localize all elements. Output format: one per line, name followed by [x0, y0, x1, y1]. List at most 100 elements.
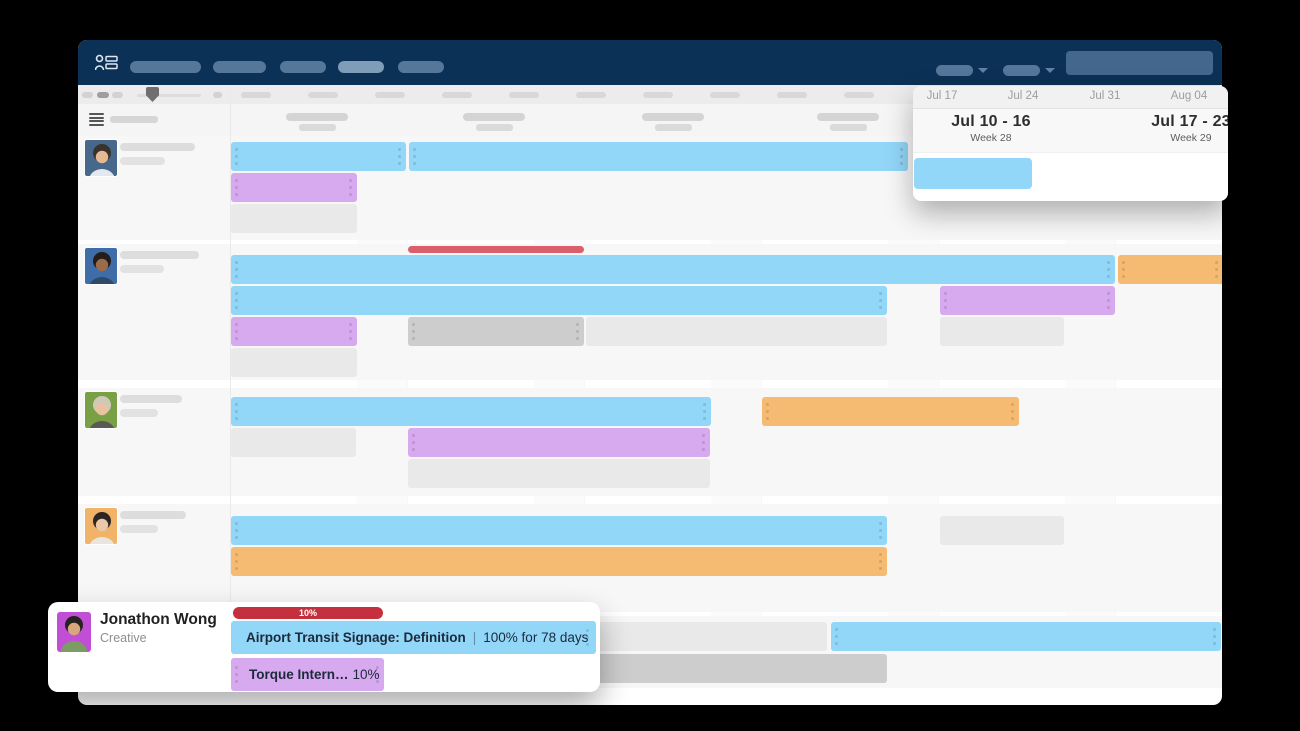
booking-bar[interactable] [940, 516, 1064, 545]
booking-bar[interactable] [408, 317, 584, 346]
booking-bar[interactable] [409, 142, 908, 171]
week-sublabel-placeholder [830, 124, 867, 131]
booking-bar[interactable] [914, 158, 1032, 189]
booking-bar[interactable] [940, 286, 1115, 315]
booking-bar[interactable] [1118, 255, 1222, 284]
drag-handle-icon[interactable] [703, 403, 707, 420]
week-number-label: Week 28 [970, 132, 1012, 144]
drag-handle-icon[interactable] [1215, 261, 1219, 278]
week-sublabel-placeholder [655, 124, 692, 131]
drag-handle-icon[interactable] [349, 179, 353, 196]
week-number-label: Week 29 [1170, 132, 1212, 144]
timeline-zoom-popup: Jul 17 Jul 24 Jul 31 Aug 04 Jul 10 - 16 Week… [913, 86, 1228, 201]
drag-handle-icon[interactable] [235, 403, 239, 420]
booking-bar[interactable] [408, 459, 710, 488]
person-row [78, 504, 1222, 612]
zoom-slider-track[interactable] [137, 94, 201, 97]
drag-handle-icon[interactable] [879, 553, 883, 570]
nav-menu-item-active[interactable] [338, 61, 384, 73]
drag-handle-icon[interactable] [235, 553, 239, 570]
zoom-slider-handle[interactable] [146, 87, 159, 102]
drag-handle-icon[interactable] [1107, 261, 1111, 278]
zoom-level-button[interactable] [82, 92, 93, 98]
drag-handle-icon[interactable] [412, 434, 416, 451]
drag-handle-icon[interactable] [235, 522, 239, 539]
top-navbar [78, 40, 1222, 85]
drag-handle-icon[interactable] [576, 323, 580, 340]
chevron-down-icon[interactable] [1045, 68, 1055, 73]
booking-allocation: 100% for 78 days [483, 630, 589, 645]
booking-bar[interactable] [408, 428, 710, 457]
filter-dropdown[interactable] [1003, 65, 1040, 76]
booking-bar[interactable] [231, 204, 357, 233]
overtime-bar[interactable] [408, 246, 584, 253]
drag-handle-icon[interactable] [766, 403, 770, 420]
booking-bar-secondary[interactable]: Torque Intern… 10% [231, 658, 384, 691]
drag-handle-icon[interactable] [835, 628, 839, 645]
drag-handle-icon[interactable] [1122, 261, 1126, 278]
person-role: Creative [100, 631, 147, 645]
booking-bar[interactable] [762, 397, 1019, 426]
week-label-placeholder [817, 113, 879, 121]
booking-bar[interactable] [940, 317, 1064, 346]
person-row [78, 244, 1222, 380]
drag-handle-icon[interactable] [702, 434, 706, 451]
drag-handle-icon[interactable] [413, 148, 417, 165]
group-label-placeholder [110, 116, 158, 123]
avatar [57, 612, 91, 652]
zoom-option-dot[interactable] [213, 92, 222, 98]
booking-bar[interactable] [231, 286, 887, 315]
booking-title: Torque Intern… [249, 667, 349, 682]
drag-handle-icon[interactable] [879, 292, 883, 309]
drag-handle-icon[interactable] [586, 629, 590, 646]
drag-handle-icon[interactable] [944, 292, 948, 309]
drag-handle-icon[interactable] [349, 323, 353, 340]
nav-menu-item[interactable] [213, 61, 266, 73]
filter-dropdown[interactable] [936, 65, 973, 76]
booking-bar[interactable] [586, 317, 887, 346]
booking-bar[interactable] [231, 348, 357, 377]
booking-bar[interactable] [231, 428, 356, 457]
drag-handle-icon[interactable] [235, 292, 239, 309]
drag-handle-icon[interactable] [412, 323, 416, 340]
drag-handle-icon[interactable] [235, 179, 239, 196]
popup-date-label: Jul 24 [1007, 90, 1039, 102]
drag-handle-icon[interactable] [235, 261, 239, 278]
nav-menu-item[interactable] [280, 61, 326, 73]
person-silhouette [85, 248, 117, 284]
booking-allocation: 10% [352, 667, 380, 682]
drag-handle-icon[interactable] [398, 148, 402, 165]
popup-week-label: Jul 10 - 16 Week 28 [951, 113, 1031, 144]
booking-bar[interactable] [231, 317, 357, 346]
person-name-placeholder [120, 251, 199, 259]
drag-handle-icon[interactable] [1213, 628, 1217, 645]
date-placeholder [643, 92, 673, 98]
drag-handle-icon[interactable] [1107, 292, 1111, 309]
people-column-divider [230, 85, 231, 688]
zoom-level-button-active[interactable] [97, 92, 109, 98]
popup-date-label: Jul 31 [1089, 90, 1121, 102]
zoom-level-button[interactable] [112, 92, 123, 98]
chevron-down-icon[interactable] [978, 68, 988, 73]
drag-handle-icon[interactable] [235, 666, 239, 683]
booking-bar[interactable] [231, 547, 887, 576]
week-sublabel-placeholder [476, 124, 513, 131]
booking-bar[interactable] [231, 173, 357, 202]
booking-bar[interactable] [231, 255, 1115, 284]
booking-bar[interactable] [231, 142, 406, 171]
booking-bar-primary[interactable]: Airport Transit Signage: Definition | 10… [231, 621, 596, 654]
booking-bar[interactable] [231, 397, 711, 426]
nav-menu-item[interactable] [130, 61, 201, 73]
hamburger-menu-icon[interactable] [89, 113, 104, 126]
drag-handle-icon[interactable] [235, 148, 239, 165]
person-silhouette [57, 612, 91, 652]
drag-handle-icon[interactable] [376, 666, 380, 683]
booking-bar[interactable] [831, 622, 1221, 651]
search-input[interactable] [1066, 51, 1213, 75]
drag-handle-icon[interactable] [900, 148, 904, 165]
drag-handle-icon[interactable] [235, 323, 239, 340]
nav-menu-item[interactable] [398, 61, 444, 73]
booking-bar[interactable] [231, 516, 887, 545]
drag-handle-icon[interactable] [879, 522, 883, 539]
drag-handle-icon[interactable] [1011, 403, 1015, 420]
